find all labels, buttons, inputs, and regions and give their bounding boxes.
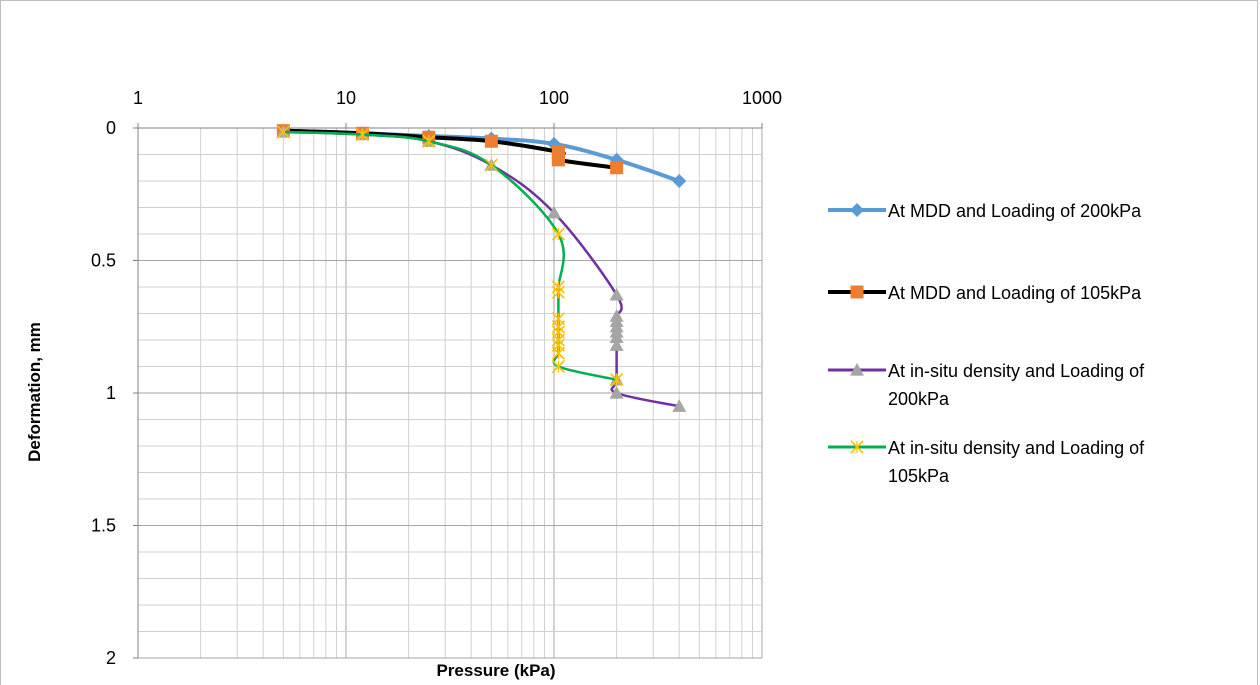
y-tick-label: 1.5 [91,516,116,536]
data-point [551,227,565,241]
data-point [850,203,864,217]
data-point [484,158,498,172]
series-line [283,130,617,381]
series-3 [276,124,687,412]
legend-label: 105kPa [888,466,950,486]
data-point [610,373,624,387]
legend-item-2: At MDD and Loading of 105kPa [828,283,1142,303]
data-point [609,330,624,343]
series-4 [276,125,624,387]
legend-label: At in-situ density and Loading of [888,361,1145,381]
legend-label: At in-situ density and Loading of [888,438,1145,458]
data-point [672,174,687,188]
data-point [609,338,624,351]
legend-item-3: At in-situ density and Loading of 200kPa [828,361,1145,409]
y-tick-label: 0 [106,118,116,138]
data-point [355,128,370,142]
x-axis-title: Pressure (kPa) [436,661,555,680]
data-point [850,440,864,454]
data-point [422,134,436,148]
series-group [276,123,687,412]
x-tick-label: 1000 [742,88,782,108]
data-point [551,346,565,360]
y-axis-title: Deformation, mm [25,322,44,462]
data-point [551,359,565,374]
data-point [551,285,565,299]
data-point [551,153,565,167]
y-tick-label: 0.5 [91,251,116,271]
legend-label: 200kPa [888,389,950,409]
y-tick-label: 1 [106,383,116,403]
axes: 1 10 100 1000 0 0.5 1 1.5 2 [91,88,782,668]
data-point [850,285,864,299]
data-point [609,287,624,301]
data-point [850,363,864,376]
x-tick-label: 1 [133,88,143,108]
legend: At MDD and Loading of 200kPa At MDD and L… [828,201,1145,486]
x-tick-label: 10 [336,88,356,108]
y-tick-label: 2 [106,648,116,668]
data-point [276,125,290,139]
gridlines [138,128,763,659]
data-point [484,134,498,148]
data-point [672,399,687,412]
legend-label: At MDD and Loading of 105kPa [888,283,1142,303]
legend-item-1: At MDD and Loading of 200kPa [828,201,1142,221]
legend-label: At MDD and Loading of 200kPa [888,201,1142,221]
data-point [547,205,561,219]
data-point [609,386,624,399]
data-point [610,161,624,175]
legend-item-4: At in-situ density and Loading of 105kPa [828,438,1145,486]
x-tick-label: 100 [539,88,569,108]
